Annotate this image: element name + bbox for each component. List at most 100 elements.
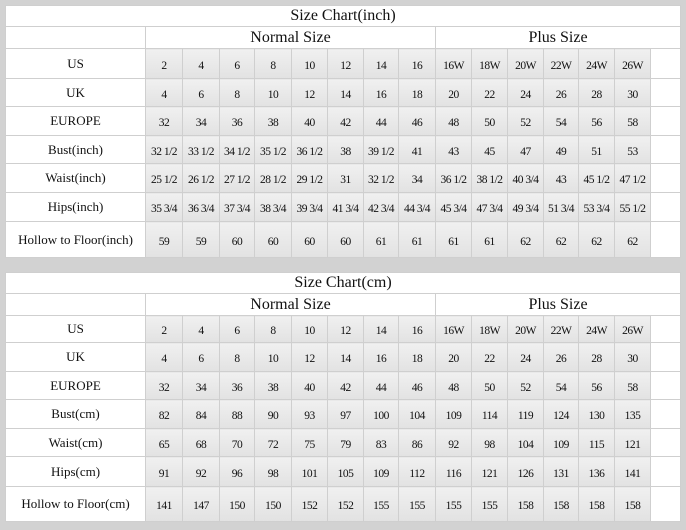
size-value: 36 1/2 — [435, 163, 472, 193]
size-value: 24 — [507, 78, 544, 107]
row-label: Waist(cm) — [5, 428, 146, 457]
size-value: 16 — [398, 48, 436, 79]
size-value: 4 — [182, 48, 220, 79]
size-value: 6 — [182, 342, 220, 372]
size-value: 105 — [327, 456, 364, 487]
row-label: EUROPE — [5, 371, 146, 400]
size-value: 141 — [614, 456, 651, 487]
size-value: 58 — [614, 106, 651, 136]
size-chart-inch: Size Chart(inch) Normal Size Plus Size US 2 4… — [4, 5, 682, 258]
size-value: 93 — [291, 399, 328, 429]
size-value: 12 — [291, 78, 328, 107]
size-value: 36 1/2 — [291, 135, 328, 164]
size-value: 92 — [182, 456, 220, 487]
size-value: 35 1/2 — [254, 135, 292, 164]
size-value: 26W — [614, 48, 651, 79]
group-header-plus: Plus Size — [434, 26, 682, 49]
size-value: 116 — [435, 456, 472, 487]
size-value: 30 — [614, 78, 651, 107]
size-value: 96 — [219, 456, 255, 487]
size-value: 98 — [254, 456, 292, 487]
size-value: 16 — [363, 78, 399, 107]
row-label: US — [5, 48, 146, 79]
size-value: 6 — [219, 315, 255, 343]
size-value: 26 — [543, 342, 579, 372]
size-value: 54 — [543, 371, 579, 400]
blank-cell — [649, 192, 682, 222]
size-value: 10 — [291, 315, 328, 343]
size-value: 44 — [363, 106, 399, 136]
size-value: 39 3/4 — [291, 192, 328, 222]
size-value: 8 — [219, 342, 255, 372]
size-value: 101 — [291, 456, 328, 487]
size-value: 52 — [507, 106, 544, 136]
size-value: 14 — [363, 315, 399, 343]
size-value: 16 — [363, 342, 399, 372]
size-value: 2 — [145, 48, 183, 79]
size-value: 22 — [471, 78, 508, 107]
size-value: 47 1/2 — [614, 163, 651, 193]
size-value: 25 1/2 — [145, 163, 183, 193]
size-value: 68 — [182, 428, 220, 457]
table-row: Hips(cm) 91 92 96 98 101 105 109 112 116 121 126 131… — [5, 456, 682, 487]
size-value: 34 — [398, 163, 436, 193]
size-value: 155 — [435, 486, 472, 522]
size-value: 8 — [219, 78, 255, 107]
size-value: 53 3/4 — [578, 192, 615, 222]
size-value: 75 — [291, 428, 328, 457]
size-value: 6 — [182, 78, 220, 107]
size-value: 72 — [254, 428, 292, 457]
size-value: 131 — [543, 456, 579, 487]
size-value: 53 — [614, 135, 651, 164]
size-value: 152 — [291, 486, 328, 522]
size-value: 62 — [614, 221, 651, 258]
table-row: Hips(inch) 35 3/4 36 3/4 37 3/4 38 3/4 39 3/4… — [5, 192, 682, 222]
blank-cell — [649, 371, 682, 400]
size-value: 50 — [471, 106, 508, 136]
corner-cell — [5, 293, 146, 316]
row-label: EUROPE — [5, 106, 146, 136]
size-value: 56 — [578, 371, 615, 400]
size-value: 51 — [578, 135, 615, 164]
size-value: 150 — [219, 486, 255, 522]
size-table: Size Chart(inch) Normal Size Plus Size US 2 4… — [4, 5, 682, 258]
size-value: 109 — [543, 428, 579, 457]
size-value: 14 — [363, 48, 399, 79]
blank-cell — [649, 163, 682, 193]
size-value: 50 — [471, 371, 508, 400]
size-value: 40 — [291, 371, 328, 400]
size-value: 6 — [219, 48, 255, 79]
size-value: 42 3/4 — [363, 192, 399, 222]
size-value: 20 — [435, 78, 472, 107]
table-row: Waist(cm) 65 68 70 72 75 79 83 86 92 98 104 109 115 12… — [5, 428, 682, 457]
size-value: 60 — [219, 221, 255, 258]
size-value: 8 — [254, 315, 292, 343]
size-value: 92 — [435, 428, 472, 457]
size-value: 27 1/2 — [219, 163, 255, 193]
size-value: 31 — [327, 163, 364, 193]
size-value: 36 — [219, 371, 255, 400]
row-label: Hollow to Floor(cm) — [5, 486, 146, 522]
table-row: UK 4 6 8 10 12 14 16 18 20 22 24 26 28 30 — [5, 342, 682, 372]
size-value: 155 — [471, 486, 508, 522]
size-value: 28 1/2 — [254, 163, 292, 193]
size-value: 12 — [327, 48, 364, 79]
size-value: 4 — [145, 78, 183, 107]
row-label: Hips(cm) — [5, 456, 146, 487]
blank-cell — [649, 456, 682, 487]
table-row: Hollow to Floor(cm) 141 147 150 150 152 152 155… — [5, 486, 682, 522]
size-value: 40 — [291, 106, 328, 136]
row-label: UK — [5, 78, 146, 107]
size-value: 109 — [363, 456, 399, 487]
size-value: 24W — [578, 315, 615, 343]
size-value: 62 — [578, 221, 615, 258]
size-value: 47 — [507, 135, 544, 164]
size-value: 42 — [327, 106, 364, 136]
size-value: 104 — [507, 428, 544, 457]
size-value: 45 3/4 — [435, 192, 472, 222]
size-value: 124 — [543, 399, 579, 429]
size-value: 121 — [471, 456, 508, 487]
size-value: 59 — [145, 221, 183, 258]
size-value: 58 — [614, 371, 651, 400]
size-value: 155 — [398, 486, 436, 522]
